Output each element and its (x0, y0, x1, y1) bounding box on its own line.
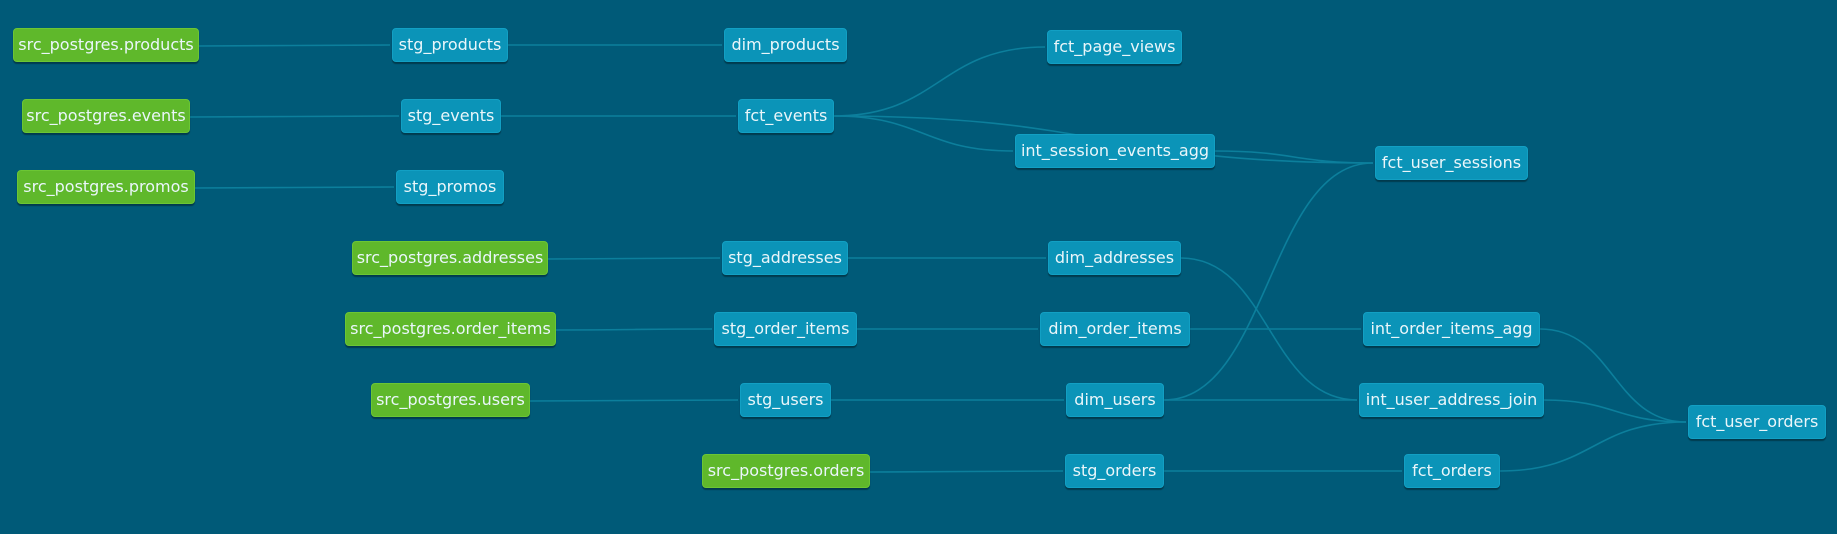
node-stg-orders[interactable]: stg_orders (1065, 454, 1164, 488)
node-int-user-address-join[interactable]: int_user_address_join (1359, 383, 1544, 417)
node-fct-page-views[interactable]: fct_page_views (1047, 30, 1182, 64)
edge-fct-events-fct-page-views (833, 46, 1046, 117)
node-fct-user-sessions[interactable]: fct_user_sessions (1375, 146, 1528, 180)
node-src-postgres-products[interactable]: src_postgres.products (13, 28, 199, 62)
edge-dim-users-fct-user-sessions (1163, 162, 1374, 401)
node-dim-products[interactable]: dim_products (724, 28, 847, 62)
edge-fct-orders-fct-user-orders (1499, 421, 1687, 472)
edge-int-order-items-agg-fct-user-orders (1539, 328, 1687, 423)
node-src-postgres-addresses[interactable]: src_postgres.addresses (352, 241, 548, 275)
node-int-order-items-agg[interactable]: int_order_items_agg (1363, 312, 1540, 346)
node-fct-orders[interactable]: fct_orders (1404, 454, 1500, 488)
node-dim-addresses[interactable]: dim_addresses (1048, 241, 1181, 275)
node-dim-users[interactable]: dim_users (1066, 383, 1164, 417)
edge-int-user-address-join-fct-user-orders (1543, 399, 1687, 423)
node-stg-addresses[interactable]: stg_addresses (722, 241, 848, 275)
edge-src-events-stg-events (189, 115, 400, 118)
edge-src-addresses-stg-addresses (547, 257, 721, 260)
node-fct-user-orders[interactable]: fct_user_orders (1688, 405, 1826, 439)
edge-src-promos-stg-promos (194, 186, 395, 189)
edge-src-orders-stg-orders (869, 470, 1064, 473)
node-src-postgres-events[interactable]: src_postgres.events (22, 99, 190, 133)
node-src-postgres-users[interactable]: src_postgres.users (371, 383, 530, 417)
node-stg-order-items[interactable]: stg_order_items (714, 312, 857, 346)
node-src-postgres-orders[interactable]: src_postgres.orders (702, 454, 870, 488)
node-stg-events[interactable]: stg_events (401, 99, 501, 133)
node-dim-order-items[interactable]: dim_order_items (1040, 312, 1190, 346)
node-int-session-events-agg[interactable]: int_session_events_agg (1015, 134, 1215, 168)
node-stg-promos[interactable]: stg_promos (396, 170, 504, 204)
edge-src-users-stg-users (529, 399, 739, 402)
node-src-postgres-promos[interactable]: src_postgres.promos (17, 170, 195, 204)
edge-fct-events-int-session-events-agg (833, 115, 1014, 152)
edge-src-products-stg-products (198, 44, 391, 47)
node-src-postgres-order-items[interactable]: src_postgres.order_items (345, 312, 556, 346)
edge-src-order-items-stg-order-items (555, 328, 713, 331)
node-stg-users[interactable]: stg_users (740, 383, 831, 417)
node-fct-events[interactable]: fct_events (738, 99, 834, 133)
node-stg-products[interactable]: stg_products (392, 28, 508, 62)
edge-int-session-events-agg-fct-user-sessions (1214, 150, 1374, 164)
